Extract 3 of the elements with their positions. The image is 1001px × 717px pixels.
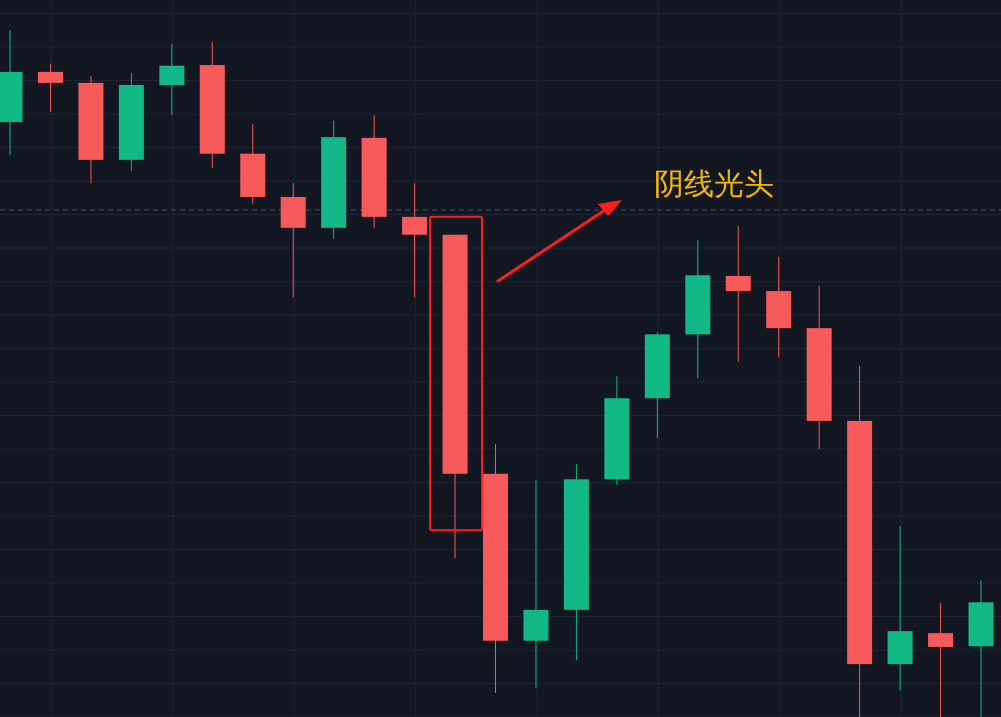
candlestick: [725, 225, 751, 363]
annotation: 阴线光头: [654, 166, 774, 201]
candlestick: [928, 602, 954, 717]
